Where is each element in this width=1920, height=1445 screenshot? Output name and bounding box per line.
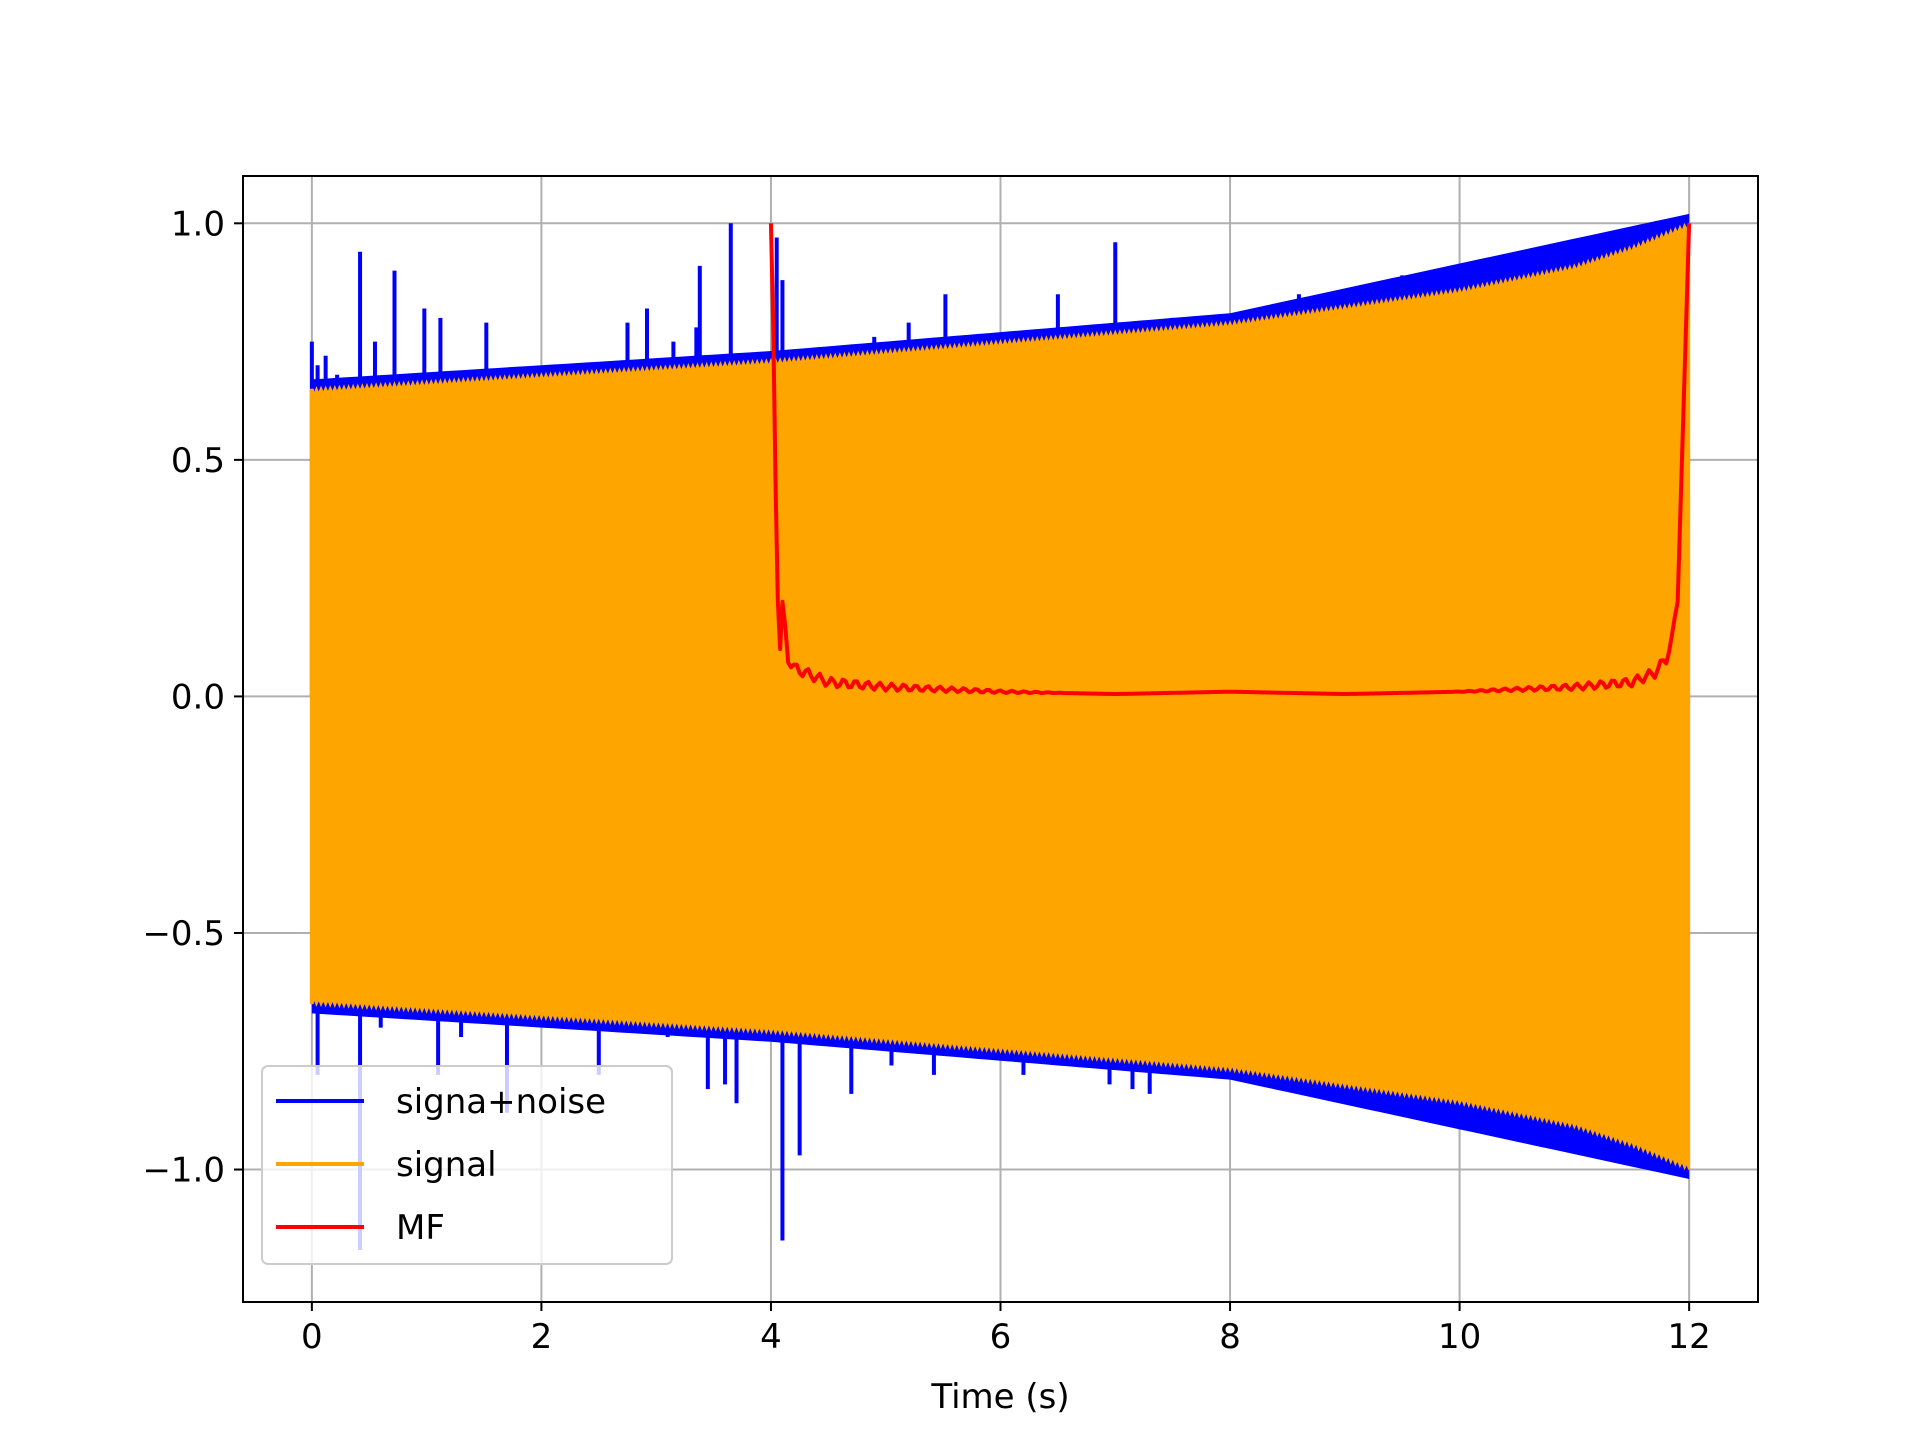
x-tick-label: 2 <box>531 1317 553 1357</box>
legend-label: signal <box>396 1145 497 1185</box>
y-tick-label: 1.0 <box>171 204 225 244</box>
legend: signa+noise signal MF <box>261 1065 673 1265</box>
x-tick-label: 4 <box>760 1317 782 1357</box>
y-tick-label: 0.5 <box>171 441 225 481</box>
legend-box <box>261 1065 673 1265</box>
series-mf <box>768 223 1692 697</box>
signal-envelope <box>310 222 1691 1171</box>
series-signal <box>309 222 1691 1171</box>
mf-line <box>768 223 1692 697</box>
x-tick-label: 10 <box>1438 1317 1481 1357</box>
y-tick-label: 0.0 <box>171 677 225 717</box>
axis-ticks: 0 2 4 6 8 10 12 1.0 0.5 0.0 −0.5 −1.0 <box>142 204 1710 1357</box>
legend-label: signa+noise <box>396 1082 606 1122</box>
x-tick-label: 12 <box>1668 1317 1711 1357</box>
y-tick-label: −1.0 <box>142 1151 225 1191</box>
x-axis-label: Time (s) <box>930 1377 1069 1417</box>
x-tick-label: 6 <box>990 1317 1012 1357</box>
plot-area <box>309 213 1692 1250</box>
x-tick-label: 8 <box>1219 1317 1241 1357</box>
x-tick-label: 0 <box>301 1317 323 1357</box>
legend-label: MF <box>396 1208 445 1248</box>
y-tick-label: −0.5 <box>142 914 225 954</box>
